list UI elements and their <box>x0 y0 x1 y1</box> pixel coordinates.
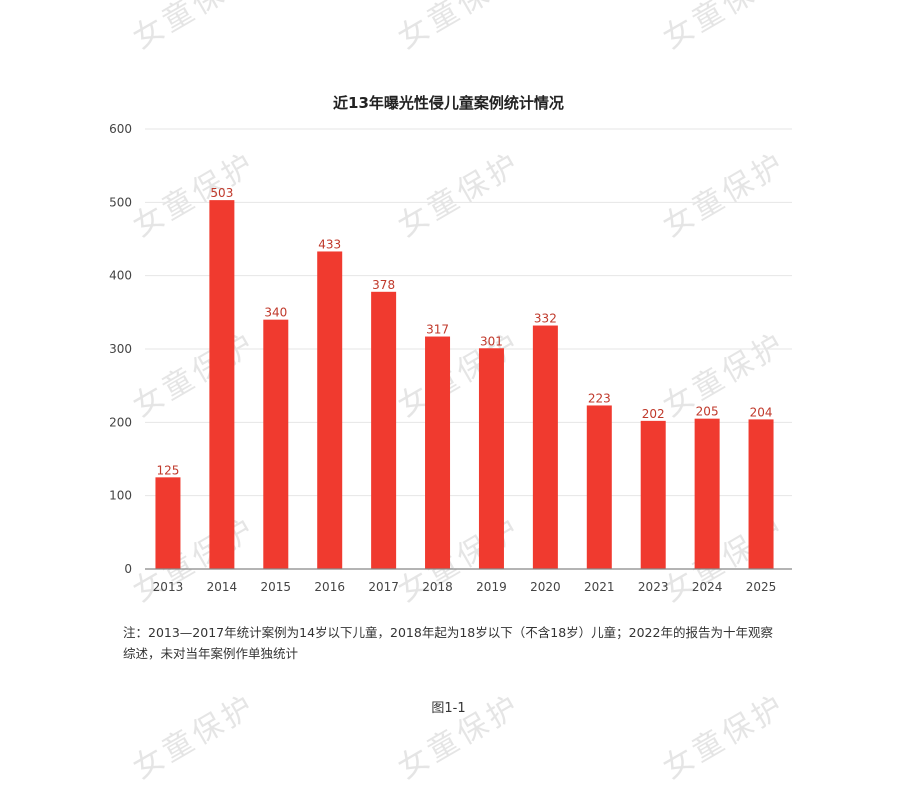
bar <box>209 200 235 569</box>
y-tick-label: 600 <box>109 122 132 136</box>
bar <box>694 418 720 569</box>
x-tick-label: 2023 <box>638 580 669 594</box>
x-tick-label: 2024 <box>692 580 723 594</box>
bar-value-label: 223 <box>588 391 611 405</box>
y-tick-label: 300 <box>109 342 132 356</box>
figure-caption: 图1-1 <box>431 701 466 716</box>
y-tick-label: 100 <box>109 489 132 503</box>
x-tick-label: 2013 <box>153 580 184 594</box>
bar-value-label: 205 <box>696 405 719 419</box>
bar-value-label: 301 <box>480 334 503 348</box>
bar <box>640 420 666 569</box>
y-tick-label: 0 <box>124 562 132 576</box>
bar-chart: 0 100 200 300 400 500 600 125 2013 503 2014 340 2015… <box>109 122 792 594</box>
bar <box>748 419 774 569</box>
x-tick-label: 2025 <box>746 580 777 594</box>
chart-note: 注：2013—2017年统计案例为14岁以下儿童，2018年起为18岁以下（不含… <box>123 625 773 661</box>
chart-title: 近13年曝光性侵儿童案例统计情况 <box>333 94 564 112</box>
y-tick-label: 200 <box>109 415 132 429</box>
x-tick-label: 2021 <box>584 580 615 594</box>
bar-value-label: 378 <box>372 278 395 292</box>
bar-value-label: 433 <box>318 237 341 251</box>
y-tick-label: 500 <box>109 195 132 209</box>
x-tick-label: 2014 <box>207 580 238 594</box>
bar <box>478 348 504 569</box>
bar-value-label: 332 <box>534 312 557 326</box>
bar-value-label: 202 <box>642 407 665 421</box>
x-tick-label: 2017 <box>368 580 399 594</box>
x-tick-label: 2015 <box>261 580 292 594</box>
bar-value-label: 340 <box>264 306 287 320</box>
bar <box>155 477 181 569</box>
x-tick-label: 2020 <box>530 580 561 594</box>
y-tick-label: 400 <box>109 269 132 283</box>
bar <box>532 325 558 569</box>
bar <box>425 336 451 569</box>
bar-value-label: 317 <box>426 323 449 337</box>
bar-value-label: 204 <box>750 405 773 419</box>
x-tick-label: 2016 <box>314 580 345 594</box>
bar-value-label: 503 <box>210 186 233 200</box>
x-tick-label: 2018 <box>422 580 453 594</box>
bar <box>586 405 612 569</box>
bar <box>317 251 343 569</box>
bar <box>371 291 397 569</box>
bar-value-label: 125 <box>157 463 180 477</box>
bar <box>263 319 289 569</box>
x-tick-label: 2019 <box>476 580 507 594</box>
